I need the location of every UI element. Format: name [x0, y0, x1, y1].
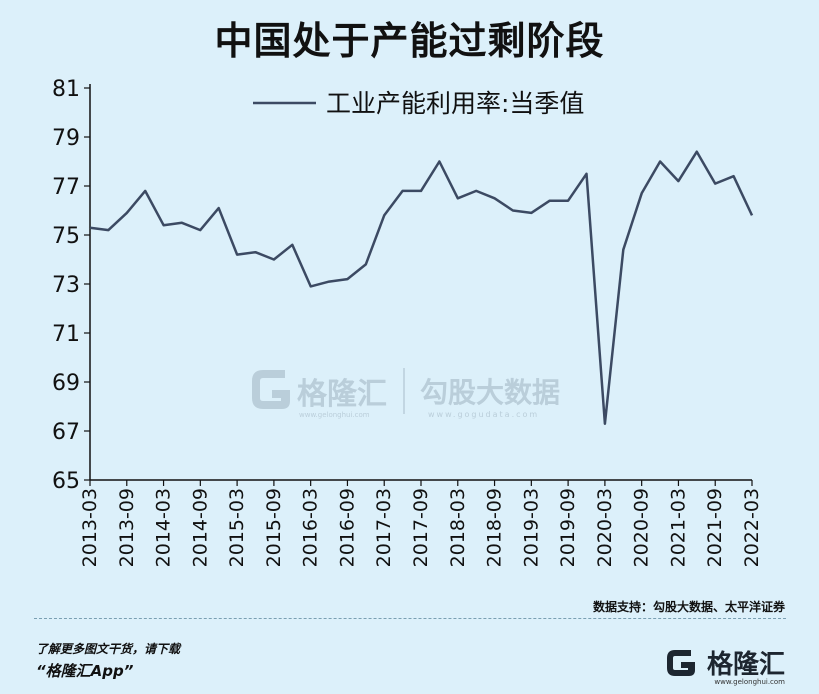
- data-point-2022-03: [750, 213, 754, 217]
- y-tick-label-65: 65: [52, 469, 80, 494]
- y-tick-label-71: 71: [52, 322, 80, 347]
- data-point-2020-03: [603, 422, 607, 426]
- data-point-2021-12: [732, 174, 736, 178]
- x-tick-label-2014-09: 2014-09: [189, 488, 211, 567]
- watermark-brand1-url: www.gelonghui.com: [299, 411, 370, 419]
- data-point-2016-09: [345, 277, 349, 281]
- footer-logo-url: www.gelonghui.com: [714, 678, 785, 686]
- y-tick-label-67: 67: [52, 420, 80, 445]
- footer-logo-text: 格隆汇: [706, 649, 785, 680]
- gelonghui-logo-icon: [666, 650, 695, 676]
- data-point-2019-06: [548, 199, 552, 203]
- data-point-2013-12: [143, 189, 147, 193]
- chart-title: 中国处于产能过剩阶段: [214, 19, 605, 63]
- x-axis-ticks: 2013-03 2013-09 2014-03 2014-09 2015-03 2015-…: [79, 480, 763, 567]
- watermark-brand2-url: www.gogudata.com: [428, 410, 539, 419]
- x-tick-label-2016-09: 2016-09: [336, 488, 358, 567]
- x-tick-label-2015-03: 2015-03: [226, 488, 248, 567]
- series-line-0: [89, 150, 754, 425]
- x-tick-label-2015-09: 2015-09: [263, 488, 285, 567]
- x-tick-label-2019-09: 2019-09: [557, 488, 579, 567]
- data-point-2015-06: [254, 250, 258, 254]
- x-tick-label-2021-09: 2021-09: [704, 488, 726, 567]
- watermark-brand1: 格隆汇: [297, 377, 387, 412]
- y-tick-label-79: 79: [52, 126, 80, 151]
- data-point-2016-06: [327, 280, 331, 284]
- footer-app-name: “格隆汇App”: [36, 662, 134, 680]
- y-tick-label-81: 81: [52, 77, 80, 102]
- data-point-2021-09: [713, 182, 717, 186]
- data-point-2013-03: [88, 226, 92, 230]
- data-point-2021-06: [695, 150, 699, 154]
- data-point-2020-12: [658, 160, 662, 164]
- x-tick-label-2021-03: 2021-03: [667, 488, 689, 567]
- y-tick-label-73: 73: [52, 273, 80, 298]
- x-tick-label-2017-09: 2017-09: [410, 488, 432, 567]
- data-point-2020-06: [621, 248, 625, 252]
- y-tick-label-77: 77: [52, 175, 80, 200]
- y-axis-ticks: 65 67 69 71 73 75 77 79 81: [52, 77, 90, 494]
- data-point-2015-03: [235, 253, 239, 257]
- data-point-2014-12: [217, 206, 221, 210]
- x-tick-label-2017-03: 2017-03: [373, 488, 395, 567]
- x-tick-label-2022-03: 2022-03: [741, 488, 763, 567]
- data-point-2014-03: [162, 223, 166, 227]
- x-tick-label-2018-03: 2018-03: [447, 488, 469, 567]
- data-point-2018-09: [493, 196, 497, 200]
- x-tick-label-2014-03: 2014-03: [153, 488, 175, 567]
- y-tick-label-69: 69: [52, 371, 80, 396]
- x-tick-label-2019-03: 2019-03: [520, 488, 542, 567]
- series-group: [88, 150, 754, 426]
- x-tick-label-2020-03: 2020-03: [594, 488, 616, 567]
- data-point-2016-12: [364, 262, 368, 266]
- data-point-2019-12: [585, 172, 589, 176]
- data-point-2020-09: [640, 191, 644, 195]
- data-point-2018-12: [511, 209, 515, 213]
- x-tick-label-2018-09: 2018-09: [484, 488, 506, 567]
- data-point-2014-06: [180, 221, 184, 225]
- data-point-2016-03: [309, 284, 313, 288]
- data-point-2021-03: [676, 179, 680, 183]
- data-point-2018-03: [456, 196, 460, 200]
- y-tick-label-75: 75: [52, 224, 80, 249]
- source-note: 数据支持：勾股大数据、太平洋证券: [592, 600, 785, 614]
- x-tick-label-2013-03: 2013-03: [79, 488, 101, 567]
- footer-download-text: 了解更多图文干货，请下载: [36, 642, 181, 656]
- data-point-2014-09: [198, 228, 202, 232]
- x-tick-label-2016-03: 2016-03: [300, 488, 322, 567]
- data-point-2019-09: [566, 199, 570, 203]
- data-point-2017-09: [419, 189, 423, 193]
- x-tick-label-2020-09: 2020-09: [631, 488, 653, 567]
- data-point-2019-03: [529, 211, 533, 215]
- data-point-2017-12: [437, 160, 441, 164]
- legend-label-0: 工业产能利用率:当季值: [326, 89, 584, 118]
- data-point-2013-09: [125, 211, 129, 215]
- data-point-2013-06: [106, 228, 110, 232]
- data-point-2017-06: [401, 189, 405, 193]
- data-point-2015-09: [272, 258, 276, 262]
- footer-logo: 格隆汇 www.gelonghui.com: [661, 638, 785, 686]
- legend: 工业产能利用率:当季值: [253, 89, 584, 118]
- watermark-brand2: 勾股大数据: [420, 376, 560, 409]
- data-point-2018-06: [474, 189, 478, 193]
- footer-divider: [34, 618, 786, 619]
- watermark-logo-icon: [252, 370, 290, 409]
- x-tick-label-2013-09: 2013-09: [116, 488, 138, 567]
- data-point-2015-12: [290, 243, 294, 247]
- data-point-2017-03: [382, 213, 386, 217]
- chart-axes: [89, 84, 752, 481]
